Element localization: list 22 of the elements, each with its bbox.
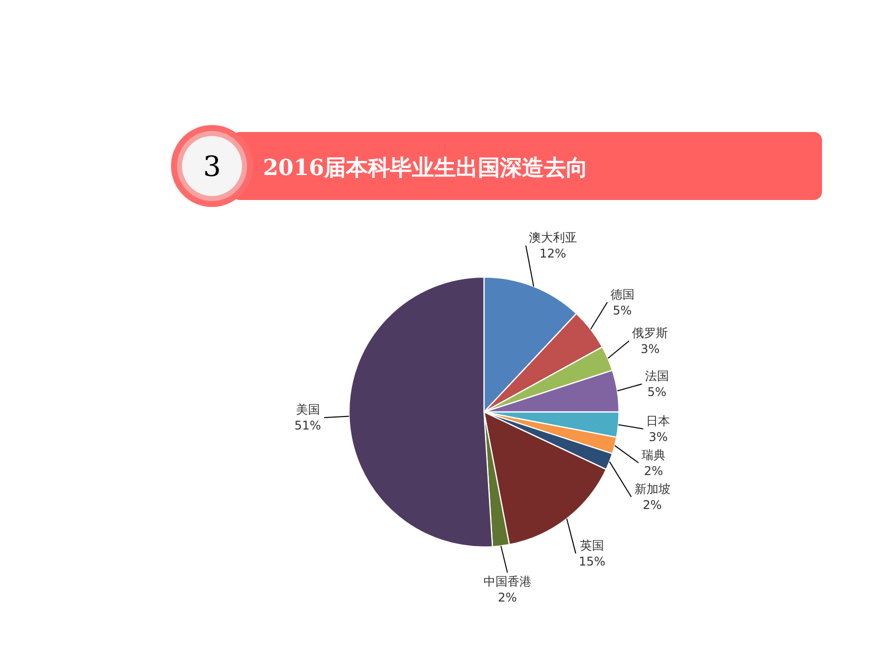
category-label: 瑞典	[642, 448, 666, 462]
category-label: 澳大利亚	[528, 230, 577, 245]
data-label: 51%	[294, 418, 322, 433]
data-label: 3%	[648, 430, 668, 444]
category-label: 俄罗斯	[632, 326, 668, 340]
data-label: 15%	[578, 554, 606, 568]
category-label: 日本	[646, 414, 670, 428]
data-label: 5%	[647, 385, 666, 399]
category-label: 美国	[296, 402, 320, 417]
data-label: 5%	[612, 303, 632, 318]
category-label: 中国香港	[483, 574, 532, 589]
data-label: 2%	[642, 498, 662, 512]
data-label: 2%	[644, 464, 664, 478]
category-label: 英国	[580, 538, 604, 552]
annotation: 3	[203, 150, 221, 183]
category-label: 法国	[644, 369, 669, 383]
data-label: 3%	[640, 342, 660, 356]
data-label: 2%	[498, 590, 517, 605]
category-label: 德国	[610, 287, 634, 302]
data-label: 12%	[540, 246, 566, 261]
title: 2016届本科毕业生出国深造去向	[263, 155, 588, 181]
category-label: 新加坡	[634, 482, 670, 496]
